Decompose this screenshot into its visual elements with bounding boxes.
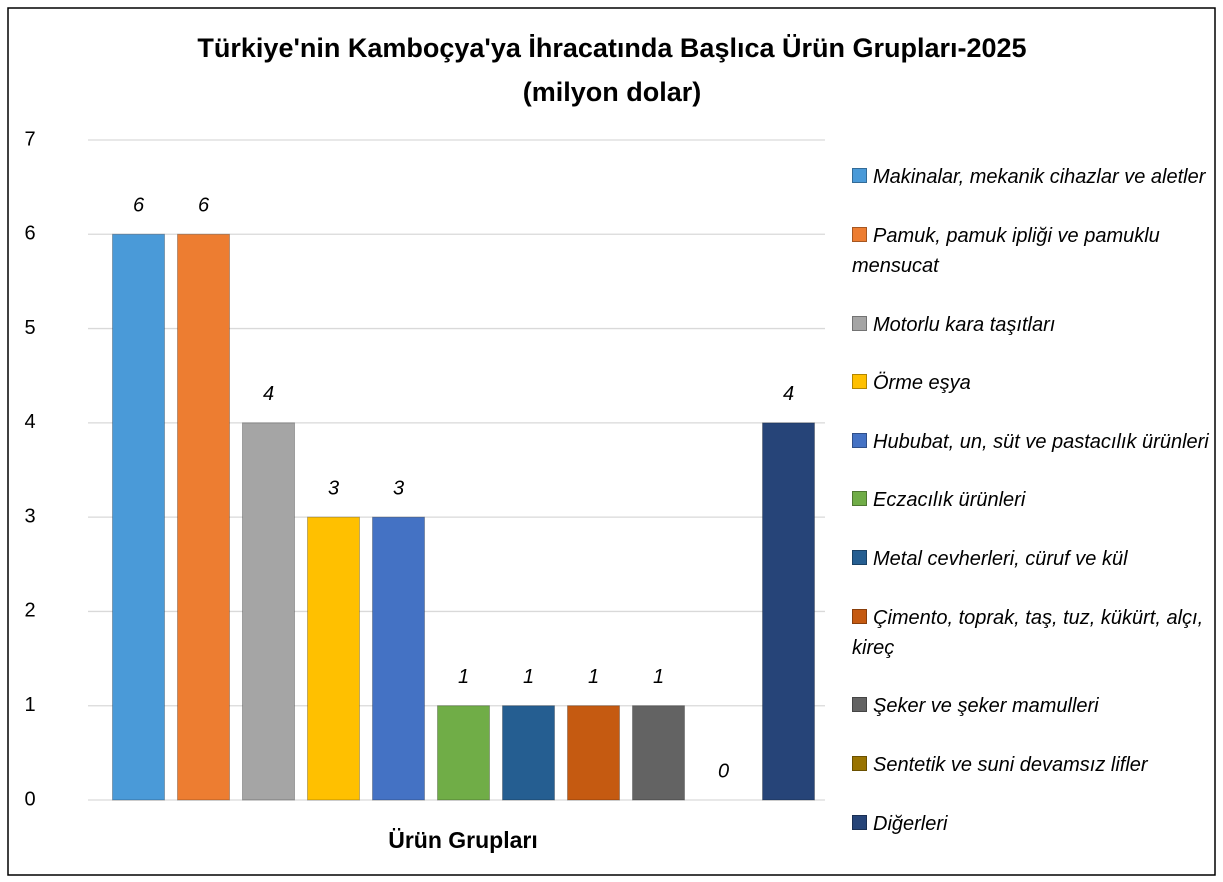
data-label: 3 bbox=[393, 477, 404, 499]
legend-item: Metal cevherleri, cüruf ve kül bbox=[852, 544, 1214, 574]
legend-swatch bbox=[852, 315, 867, 331]
legend-label: Örme eşya bbox=[873, 372, 971, 395]
legend-item: Hububat, un, süt ve pastacılık ürünleri bbox=[852, 427, 1214, 457]
bar bbox=[437, 705, 490, 801]
y-tick-label: 5 bbox=[24, 317, 35, 339]
legend-swatch bbox=[852, 491, 867, 507]
legend-swatch bbox=[852, 608, 867, 624]
legend-label: Makinalar, mekanik cihazlar ve aletler bbox=[873, 166, 1206, 189]
legend-label: Şeker ve şeker mamulleri bbox=[873, 695, 1099, 718]
legend-swatch bbox=[852, 550, 867, 566]
legend-item: Şeker ve şeker mamulleri bbox=[852, 691, 1214, 721]
data-label: 1 bbox=[523, 666, 534, 688]
legend-swatch bbox=[852, 374, 867, 390]
y-tick-label: 4 bbox=[24, 411, 35, 433]
legend-label: Metal cevherleri, cüruf ve kül bbox=[873, 548, 1128, 571]
data-label: 4 bbox=[783, 383, 794, 405]
legend-swatch bbox=[852, 168, 867, 184]
data-label: 1 bbox=[458, 666, 469, 688]
bar bbox=[372, 516, 425, 801]
legend-item: Çimento, toprak, taş, tuz, kükürt, alçı,… bbox=[852, 603, 1214, 663]
legend-label: Motorlu kara taşıtları bbox=[873, 313, 1056, 336]
legend-label: Hububat, un, süt ve pastacılık ürünleri bbox=[873, 430, 1209, 453]
legend-item: Diğerleri bbox=[852, 809, 1214, 839]
bar bbox=[502, 705, 555, 801]
data-label: 1 bbox=[588, 666, 599, 688]
legend-item: Motorlu kara taşıtları bbox=[852, 310, 1214, 340]
y-tick-label: 1 bbox=[24, 694, 35, 716]
y-tick-label: 7 bbox=[24, 128, 35, 150]
data-label: 0 bbox=[718, 760, 729, 782]
legend-swatch bbox=[852, 755, 867, 771]
legend-swatch bbox=[852, 697, 867, 713]
legend-label: Pamuk, pamuk ipliği ve pamuklu mensucat bbox=[852, 224, 1160, 277]
bar bbox=[762, 422, 815, 801]
legend-item: Pamuk, pamuk ipliği ve pamuklu mensucat bbox=[852, 221, 1214, 281]
data-label: 6 bbox=[133, 195, 145, 217]
legend-item: Sentetik ve suni devamsız lifler bbox=[852, 750, 1214, 780]
legend-label: Sentetik ve suni devamsız lifler bbox=[873, 753, 1148, 776]
bar bbox=[307, 516, 360, 801]
data-label: 3 bbox=[328, 477, 339, 499]
legend-item: Eczacılık ürünleri bbox=[852, 485, 1214, 515]
bar bbox=[242, 422, 295, 801]
data-label: 6 bbox=[198, 195, 210, 217]
bar bbox=[177, 233, 230, 801]
y-tick-label: 3 bbox=[24, 505, 35, 527]
y-tick-label: 2 bbox=[24, 600, 35, 622]
y-tick-label: 0 bbox=[24, 788, 35, 810]
legend-label: Diğerleri bbox=[873, 812, 948, 835]
legend-label: Çimento, toprak, taş, tuz, kükürt, alçı,… bbox=[852, 606, 1204, 659]
data-label: 4 bbox=[263, 383, 274, 405]
legend: Makinalar, mekanik cihazlar ve aletler Pa… bbox=[852, 148, 1214, 853]
legend-swatch bbox=[852, 814, 867, 830]
legend-swatch bbox=[852, 432, 867, 448]
data-label: 1 bbox=[653, 666, 664, 688]
chart-title: Türkiye'nin Kamboçya'ya İhracatında Başl… bbox=[197, 33, 1026, 63]
legend-item: Örme eşya bbox=[852, 368, 1214, 398]
y-tick-label: 6 bbox=[24, 223, 35, 245]
x-axis-label: Ürün Grupları bbox=[388, 827, 538, 853]
bar bbox=[567, 705, 620, 801]
legend-label: Eczacılık ürünleri bbox=[873, 489, 1026, 512]
legend-swatch bbox=[852, 226, 867, 242]
chart-subtitle: (milyon dolar) bbox=[523, 77, 702, 107]
bar bbox=[112, 233, 165, 801]
bar bbox=[632, 705, 685, 801]
legend-item: Makinalar, mekanik cihazlar ve aletler bbox=[852, 162, 1214, 192]
